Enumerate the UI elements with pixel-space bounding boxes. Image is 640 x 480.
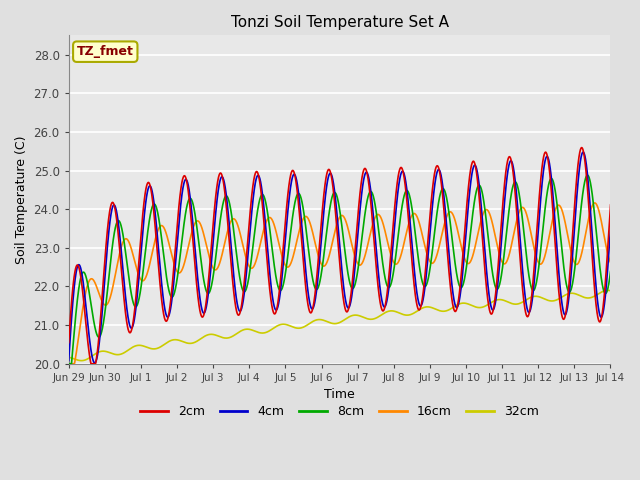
Legend: 2cm, 4cm, 8cm, 16cm, 32cm: 2cm, 4cm, 8cm, 16cm, 32cm	[136, 400, 544, 423]
X-axis label: Time: Time	[324, 388, 355, 401]
Text: TZ_fmet: TZ_fmet	[77, 45, 134, 58]
Title: Tonzi Soil Temperature Set A: Tonzi Soil Temperature Set A	[230, 15, 449, 30]
Y-axis label: Soil Temperature (C): Soil Temperature (C)	[15, 135, 28, 264]
